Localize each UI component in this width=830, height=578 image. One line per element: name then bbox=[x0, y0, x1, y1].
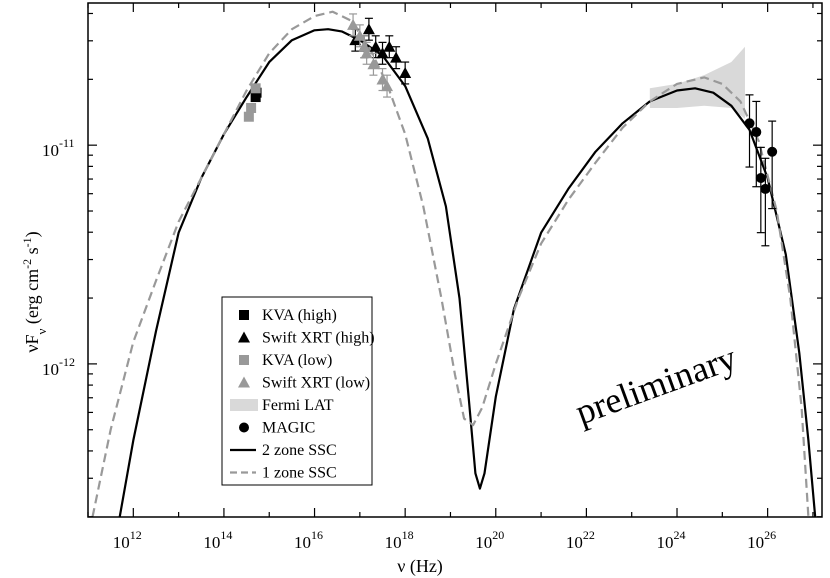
legend-label-swift-xrt-high: Swift XRT (high) bbox=[262, 330, 375, 347]
swift-xrt-low-point bbox=[376, 73, 389, 85]
legend-label-kva-low: KVA (low) bbox=[262, 352, 332, 369]
swift-xrt-high-point bbox=[362, 23, 375, 35]
legend-swatch-swift-xrt-low bbox=[238, 376, 250, 388]
swift-xrt-high-point bbox=[390, 51, 403, 63]
swift-xrt-low-point bbox=[367, 58, 380, 70]
swift-xrt-high-point bbox=[399, 66, 412, 78]
magic-point bbox=[755, 172, 766, 183]
x-tick-label: 1022 bbox=[566, 528, 595, 552]
axis-ticks-layer: 1012 1014 1016 1018 1020 1022 1024 1026 10-11 10-… bbox=[42, 3, 822, 552]
fermi-band-layer bbox=[649, 46, 745, 119]
x-tick-label: 1014 bbox=[203, 528, 232, 552]
magic-point bbox=[744, 118, 755, 129]
x-tick-label: 1016 bbox=[294, 528, 323, 552]
swift-xrt-low-point bbox=[353, 29, 366, 41]
legend-swatch-kva-high bbox=[239, 310, 249, 320]
fermi-lat-band bbox=[649, 46, 745, 119]
x-axis-title: ν (Hz) bbox=[397, 556, 443, 577]
swift-xrt-low-point bbox=[381, 80, 394, 92]
legend-label-fermi-lat: Fermi LAT bbox=[262, 397, 334, 414]
legend-label-2-zone-ssc: 2 zone SSC bbox=[262, 442, 337, 459]
legend-swatch-swift-xrt-high bbox=[238, 331, 250, 343]
legend-label-kva-high: KVA (high) bbox=[262, 307, 337, 324]
legend-swatch-magic bbox=[239, 422, 249, 433]
swift-xrt-high-point bbox=[383, 40, 396, 52]
kva-low-point bbox=[243, 111, 254, 122]
kva-low-point bbox=[250, 83, 261, 94]
y-tick-label: 10-12 bbox=[42, 355, 75, 379]
magic-point bbox=[767, 146, 778, 157]
magic-point bbox=[760, 183, 771, 194]
preliminary-annotation: preliminary bbox=[570, 337, 742, 432]
y-tick-label: 10-11 bbox=[42, 136, 75, 160]
legend: KVA (high) Swift XRT (high) KVA (low) Swift… bbox=[221, 296, 375, 486]
legend-label-1-zone-ssc: 1 zone SSC bbox=[262, 465, 337, 482]
legend-swatch-kva-low bbox=[239, 355, 249, 365]
legend-swatch-fermi-lat bbox=[230, 399, 258, 411]
x-tick-label: 1018 bbox=[385, 528, 414, 552]
x-tick-label: 1020 bbox=[475, 528, 504, 552]
legend-label-swift-xrt-low: Swift XRT (low) bbox=[262, 375, 370, 392]
swift-xrt-low-point bbox=[347, 18, 360, 30]
swift-xrt-high-point bbox=[376, 47, 389, 59]
y-axis-title-group: νFν (erg cm-2 s-1) bbox=[20, 231, 49, 352]
y-axis-title: νFν (erg cm-2 s-1) bbox=[20, 231, 49, 352]
magic-point bbox=[751, 127, 762, 138]
swift-xrt-high-point bbox=[369, 40, 382, 52]
data-points-layer bbox=[243, 13, 778, 247]
legend-box bbox=[221, 296, 373, 486]
x-tick-label: 1012 bbox=[113, 528, 142, 552]
x-tick-label: 1024 bbox=[657, 528, 686, 552]
swift-xrt-low-point bbox=[360, 47, 373, 59]
legend-label-magic: MAGIC bbox=[262, 420, 315, 437]
x-tick-label: 1026 bbox=[747, 528, 776, 552]
kva-low-point bbox=[246, 102, 257, 113]
1-zone-ssc-curve bbox=[91, 10, 810, 517]
